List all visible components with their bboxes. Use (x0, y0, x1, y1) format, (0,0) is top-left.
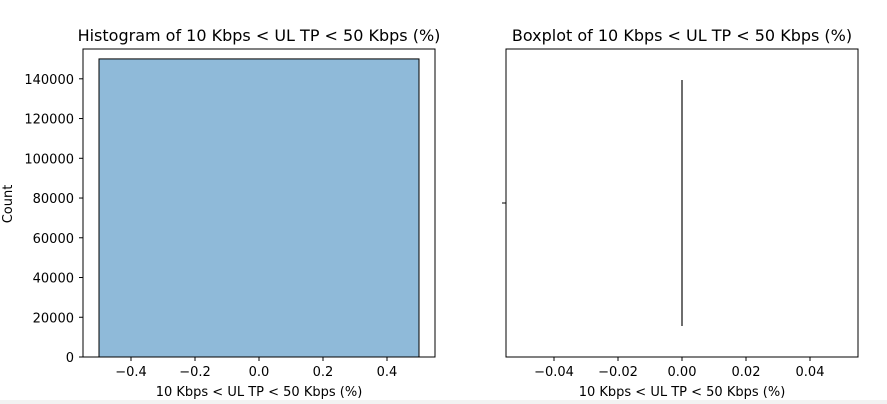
histogram-title: Histogram of 10 Kbps < UL TP < 50 Kbps (… (78, 26, 441, 45)
histogram-y-tick-label: 80000 (33, 192, 74, 207)
histogram-y-ticks: 0 20000 40000 60000 80000 100000 120000 140000 (24, 73, 83, 366)
bottom-strip (0, 400, 887, 404)
boxplot-box (681, 141, 683, 265)
histogram-y-tick-label: 100000 (24, 152, 74, 167)
histogram-panel: Histogram of 10 Kbps < UL TP < 50 Kbps (… (1, 26, 440, 400)
histogram-y-tick-label: 0 (66, 351, 74, 366)
histogram-x-tick-label: 0.4 (377, 365, 398, 380)
histogram-x-ticks: −0.4 −0.2 0.0 0.2 0.4 (115, 357, 397, 380)
histogram-y-tick-label: 140000 (24, 73, 74, 88)
histogram-y-tick-label: 40000 (33, 272, 74, 287)
histogram-x-tick-label: −0.4 (115, 365, 147, 380)
histogram-y-tick-label: 120000 (24, 113, 74, 128)
histogram-bars (98, 58, 420, 358)
histogram-x-tick-label: −0.2 (179, 365, 211, 380)
boxplot-x-tick-label: 0.00 (668, 365, 697, 380)
histogram-x-axis-label: 10 Kbps < UL TP < 50 Kbps (%) (156, 385, 363, 400)
boxplot-x-tick-label: −0.04 (534, 365, 574, 380)
histogram-x-tick-label: 0.0 (249, 365, 270, 380)
histogram-bar (98, 58, 420, 358)
boxplot-x-axis-label: 10 Kbps < UL TP < 50 Kbps (%) (579, 385, 786, 400)
histogram-y-tick-label: 20000 (33, 311, 74, 326)
boxplot-x-tick-label: −0.02 (598, 365, 638, 380)
histogram-x-tick-label: 0.2 (313, 365, 334, 380)
boxplot-x-tick-label: 0.04 (796, 365, 825, 380)
boxplot-panel: Boxplot of 10 Kbps < UL TP < 50 Kbps (%)… (502, 26, 859, 400)
boxplot-x-tick-label: 0.02 (732, 365, 761, 380)
histogram-y-tick-label: 60000 (33, 232, 74, 247)
boxplot-title: Boxplot of 10 Kbps < UL TP < 50 Kbps (%) (512, 26, 852, 45)
histogram-y-axis-label: Count (1, 185, 16, 224)
boxplot-x-ticks: −0.04 −0.02 0.00 0.02 0.04 (534, 357, 824, 380)
boxplot-glyph (681, 80, 683, 326)
